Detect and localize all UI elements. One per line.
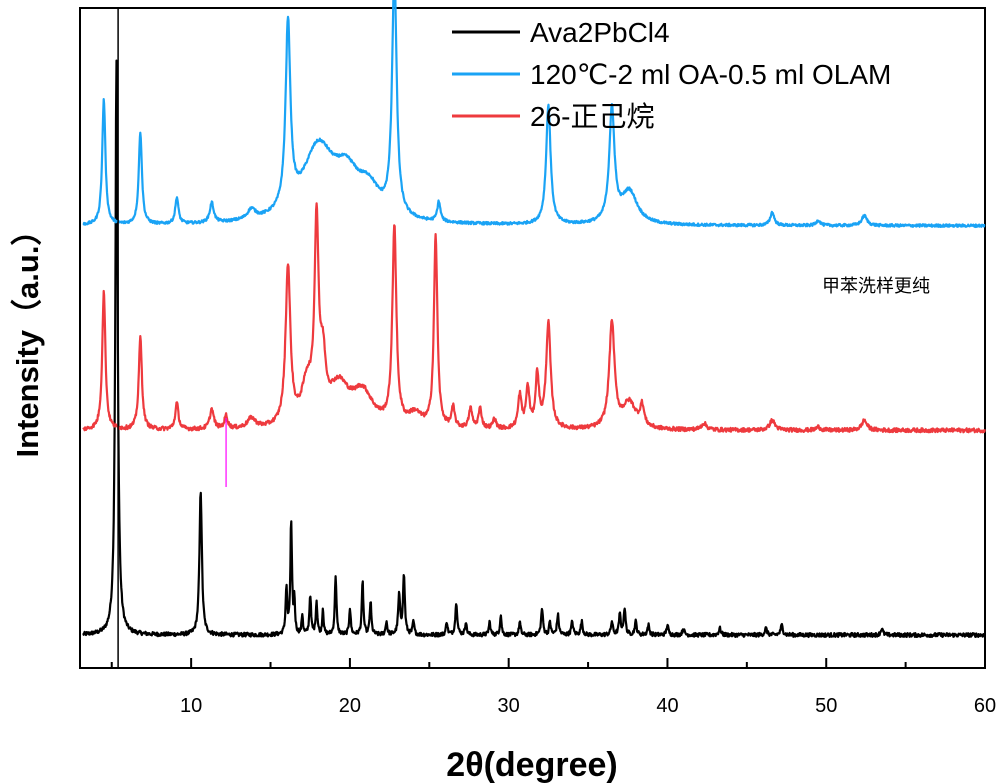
series-layer (82, 0, 986, 638)
legend-label-0: Ava2PbCl4 (530, 17, 670, 48)
y-axis-title: Intensity（a.u.） (10, 215, 45, 458)
x-tick-label-30: 30 (498, 695, 520, 717)
legend: Ava2PbCl4 120℃-2 ml OA-0.5 ml OLAM 26-正己烷 (452, 17, 891, 132)
x-axis-title: 2θ(degree) (446, 746, 617, 784)
x-tick-label-50: 50 (815, 695, 837, 717)
series-line-2 (82, 202, 986, 434)
legend-label-2: 26-正己烷 (530, 101, 654, 132)
x-tick-label-60: 60 (974, 695, 996, 717)
x-tick-label-10: 10 (180, 695, 202, 717)
reference-lines (117, 8, 227, 668)
annotation-text: 甲苯洗样更纯 (822, 276, 930, 297)
x-axis-ticks: 10 20 30 40 50 60 (110, 658, 996, 717)
series-line-1 (82, 0, 986, 229)
legend-label-1: 120℃-2 ml OA-0.5 ml OLAM (530, 59, 891, 90)
plot-area (79, 7, 986, 669)
series-line-0 (82, 59, 986, 638)
x-tick-label-40: 40 (656, 695, 678, 717)
x-tick-label-20: 20 (339, 695, 361, 717)
